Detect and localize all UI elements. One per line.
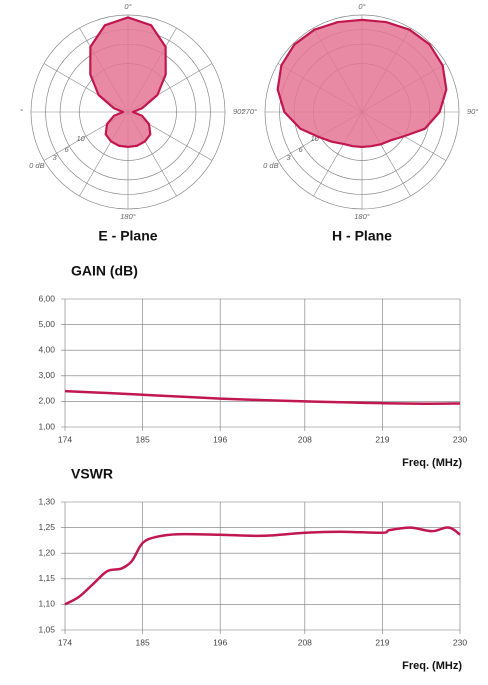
y-tick-label: 5,00 bbox=[38, 319, 55, 329]
chart-title: GAIN (dB) bbox=[71, 263, 138, 279]
pattern bbox=[89, 16, 167, 149]
x-tick-label: 208 bbox=[298, 434, 312, 444]
data-line bbox=[64, 389, 461, 405]
y-tick-label: 1,20 bbox=[38, 547, 55, 557]
x-axis-label: Freq. (MHz) bbox=[402, 660, 462, 672]
x-axis-label: Freq. (MHz) bbox=[402, 457, 462, 469]
x-tick-label: 185 bbox=[135, 434, 149, 444]
y-tick-label: 1,30 bbox=[38, 496, 55, 506]
x-tick-label: 219 bbox=[375, 637, 389, 647]
angle-tick-label: 90° bbox=[233, 107, 244, 116]
y-tick-label: 1,00 bbox=[38, 421, 55, 431]
radial-tick-label: 3 bbox=[52, 153, 57, 162]
y-tick-label: 1,15 bbox=[38, 573, 55, 583]
x-tick-label: 230 bbox=[453, 637, 467, 647]
y-tick-label: 4,00 bbox=[38, 344, 55, 354]
x-tick-label: 219 bbox=[375, 434, 389, 444]
radial-tick-label: 6 bbox=[65, 145, 70, 154]
y-tick-label: 1,25 bbox=[38, 522, 55, 532]
y-tick-label: 3,00 bbox=[38, 370, 55, 380]
y-tick-label: 1,10 bbox=[38, 599, 55, 609]
radial-tick-label: 3 bbox=[286, 153, 291, 162]
angle-tick-label: 0° bbox=[358, 2, 365, 11]
angle-tick-label: 90° bbox=[467, 107, 478, 116]
data-line bbox=[64, 526, 461, 606]
angle-tick-label: 0° bbox=[124, 2, 131, 11]
x-tick-label: 185 bbox=[135, 637, 149, 647]
radial-tick-label: 6 bbox=[299, 145, 304, 154]
radial-tick-label: 10 bbox=[310, 134, 319, 143]
y-tick-label: 1,05 bbox=[38, 624, 55, 634]
radial-tick-label: 0 dB bbox=[263, 161, 278, 170]
ring bbox=[264, 14, 460, 210]
x-tick-label: 174 bbox=[58, 434, 72, 444]
ring bbox=[30, 14, 226, 210]
angle-tick-label: 180° bbox=[120, 212, 136, 221]
pattern bbox=[276, 18, 448, 149]
x-tick-label: 196 bbox=[213, 637, 227, 647]
radial-tick-label: 10 bbox=[76, 134, 85, 143]
radial-tick-label: 0 dB bbox=[29, 161, 44, 170]
plane-title: H - Plane bbox=[332, 228, 392, 244]
y-tick-label: 6,00 bbox=[38, 293, 55, 303]
x-tick-label: 174 bbox=[58, 637, 72, 647]
y-tick-label: 2,00 bbox=[38, 396, 55, 406]
x-tick-label: 196 bbox=[213, 434, 227, 444]
angle-tick-label: 180° bbox=[354, 212, 370, 221]
angle-tick-label: 270° bbox=[240, 107, 257, 116]
x-tick-label: 230 bbox=[453, 434, 467, 444]
plane-title: E - Plane bbox=[98, 228, 157, 244]
x-tick-label: 208 bbox=[298, 637, 312, 647]
angle-tick-label: ° bbox=[20, 107, 23, 116]
chart-title: VSWR bbox=[71, 466, 113, 482]
